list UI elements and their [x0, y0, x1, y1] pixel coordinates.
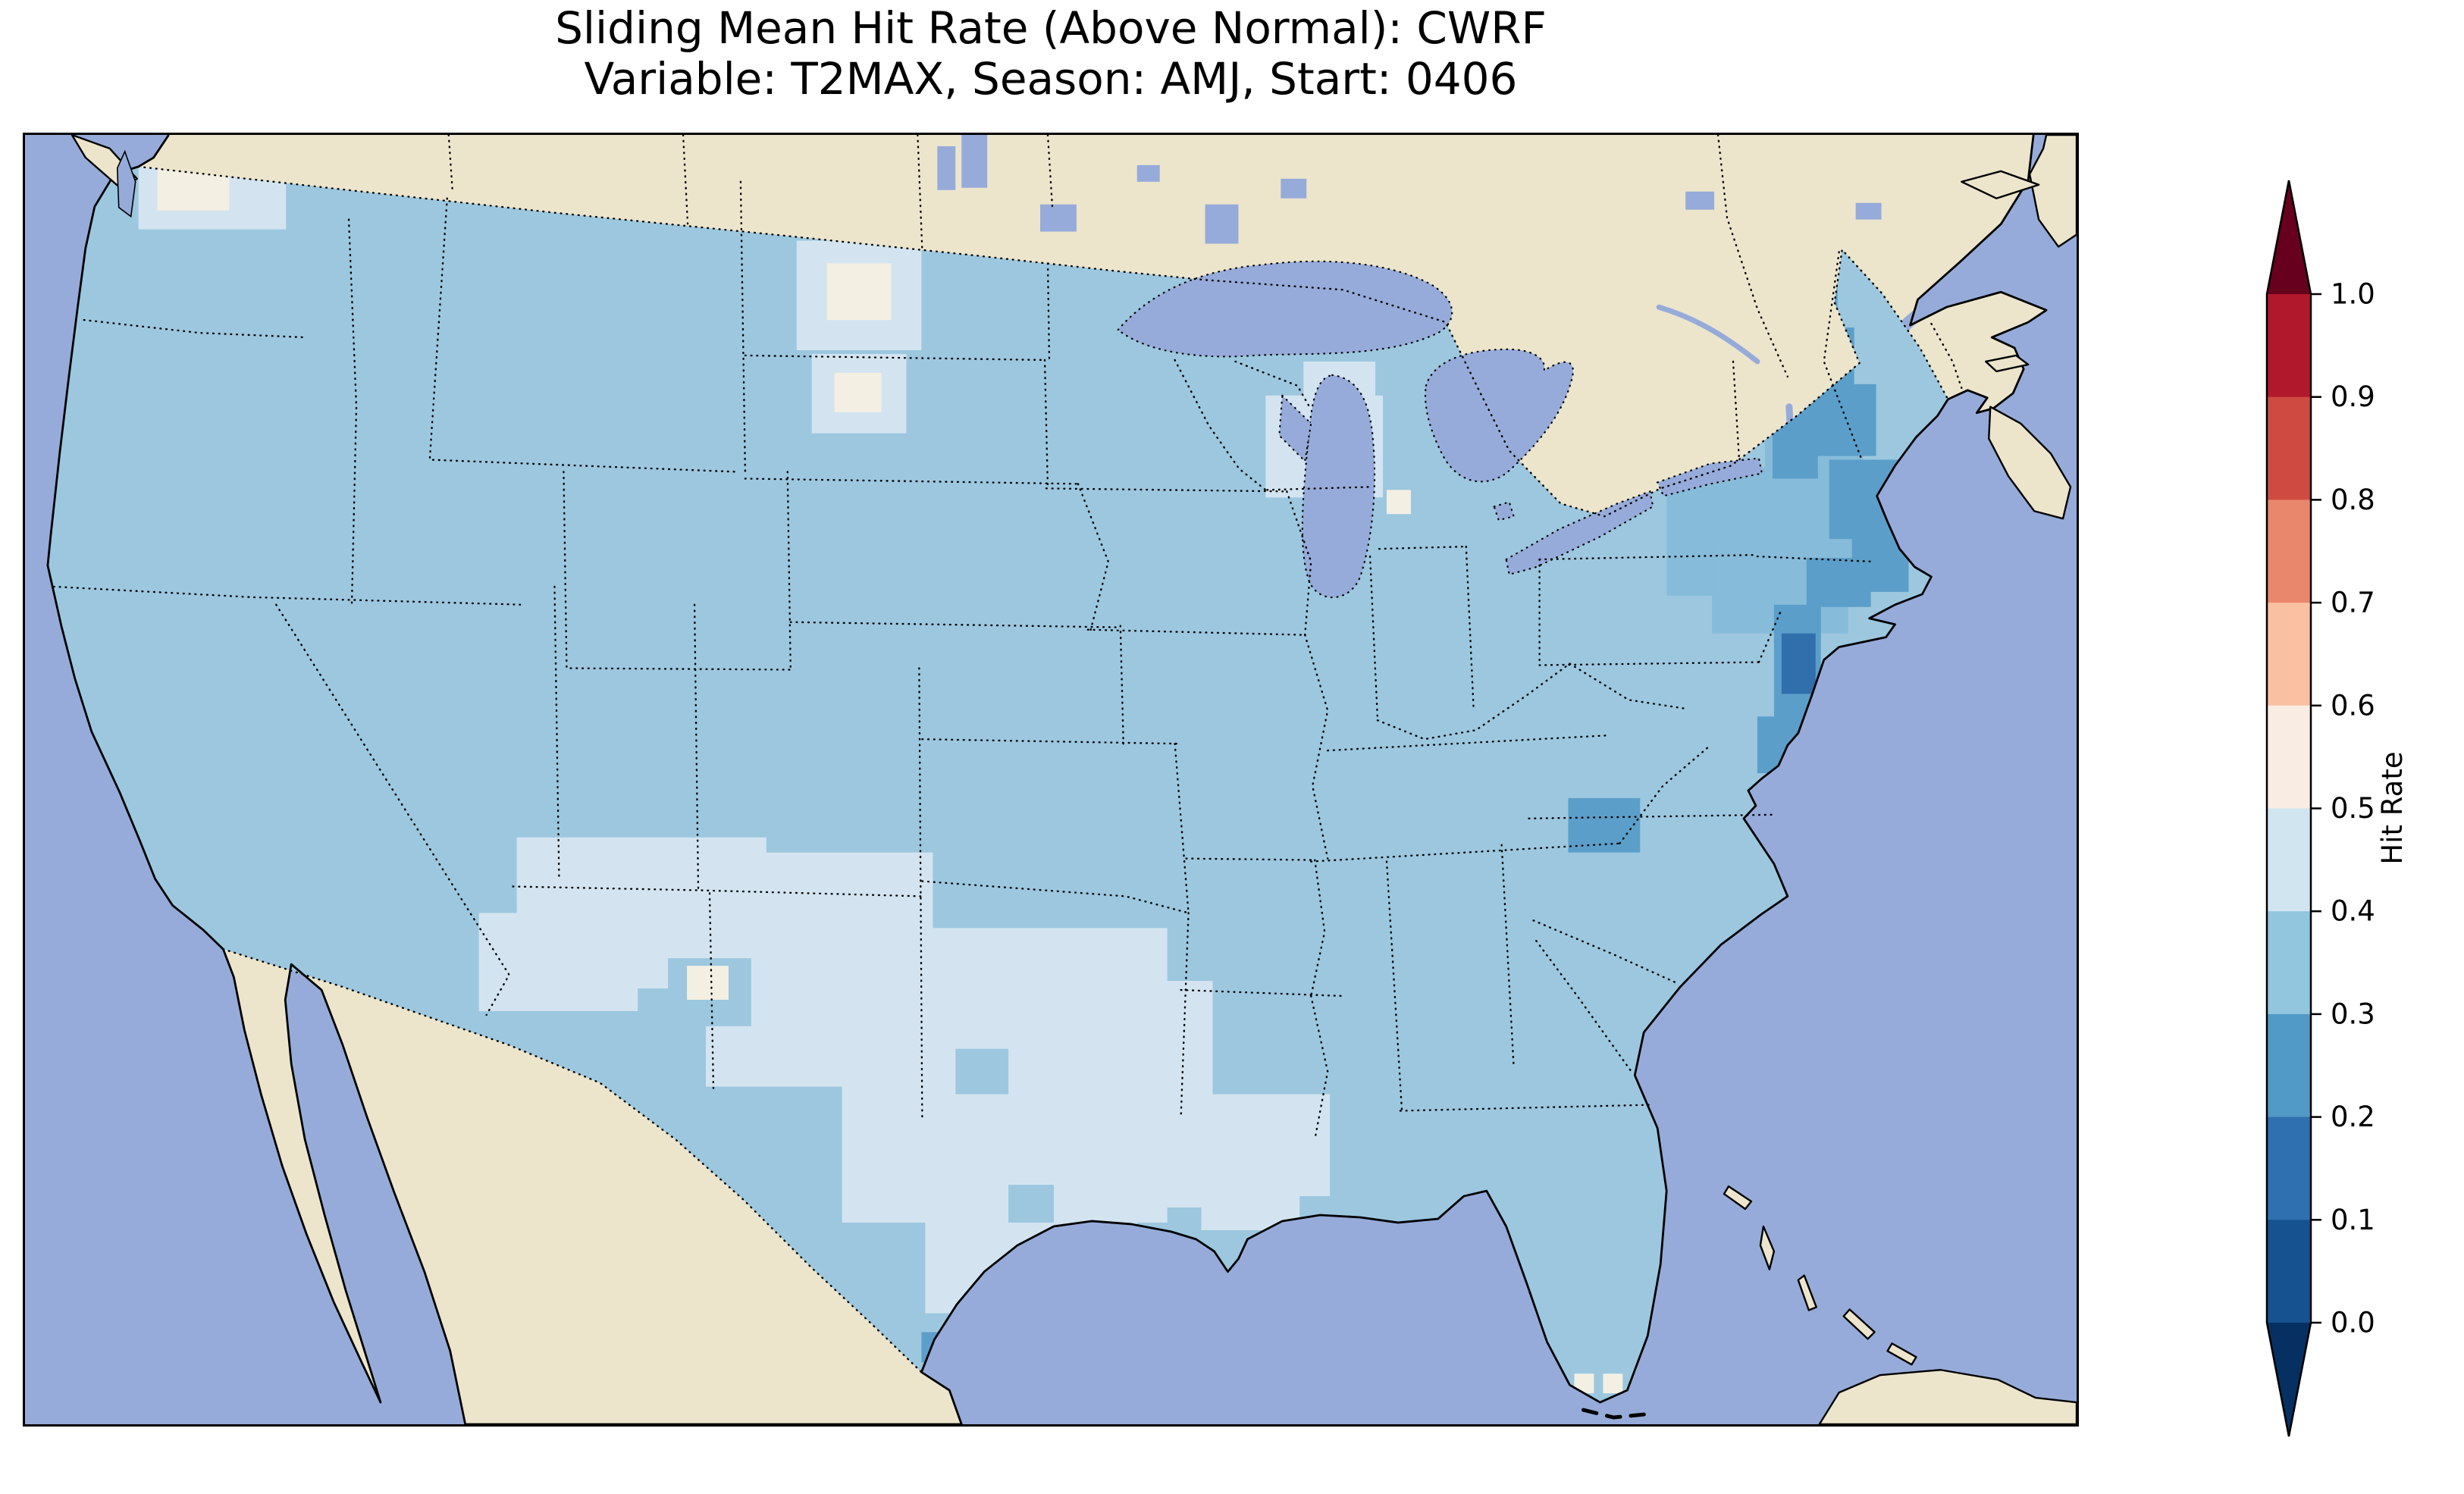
- prince-edward-island: [1985, 354, 2030, 373]
- cuba: [1818, 1369, 2077, 1424]
- colorbar-segment: [2267, 500, 2311, 603]
- anticosti-island: [1961, 170, 2040, 199]
- colorbar-tick-label: 0.0: [2331, 1307, 2375, 1339]
- us-hit-rate-map: [25, 135, 2077, 1424]
- lake-michigan: [1301, 374, 1376, 599]
- green-bay: [1278, 393, 1312, 463]
- colorbar-segment: [2267, 911, 2311, 1015]
- colorbar-tick-label: 0.9: [2331, 381, 2375, 413]
- lake-ontario: [1656, 457, 1763, 497]
- mexico-border: [222, 948, 923, 1373]
- colorbar-segment: [2267, 294, 2311, 398]
- state-borders: [52, 180, 1876, 1141]
- colorbar-svg: 1.0 0.9 0.8 0.7 0.6 0.5 0.4 0.3 0.2 0.1 …: [2265, 180, 2409, 1437]
- colorbar-segment: [2267, 396, 2311, 500]
- lake-erie: [1505, 490, 1654, 576]
- colorbar-tick-label: 0.1: [2331, 1204, 2375, 1236]
- lake-huron: [1425, 348, 1574, 483]
- colorbar-segment: [2267, 1013, 2311, 1118]
- figure-title-line2: Variable: T2MAX, Season: AMJ, Start: 040…: [584, 53, 1518, 105]
- newfoundland: [2028, 135, 2077, 248]
- colorbar-over-triangle: [2267, 180, 2311, 294]
- figure-title: Sliding Mean Hit Rate (Above Normal): CW…: [23, 2, 2079, 105]
- colorbar-tick-label: 0.3: [2331, 998, 2375, 1030]
- colorbar-tick-label: 0.2: [2331, 1101, 2375, 1133]
- lake-superior: [1117, 260, 1453, 358]
- province-borders: [447, 135, 1963, 390]
- colorbar-axis-label: Hit Rate: [2376, 751, 2409, 864]
- lake-st-clair: [1493, 500, 1516, 521]
- florida-keys: [1581, 1408, 1646, 1420]
- colorbar-segment: [2267, 603, 2311, 706]
- colorbar-segment: [2267, 1117, 2311, 1220]
- colorbar-tick-label: 0.8: [2331, 484, 2375, 516]
- ottawa-river: [1656, 304, 1760, 365]
- colorbar-tick-labels: 1.0 0.9 0.8 0.7 0.6 0.5 0.4 0.3 0.2 0.1 …: [2331, 278, 2375, 1339]
- national-borders: [137, 135, 1963, 1373]
- colorbar-under-triangle: [2267, 1323, 2311, 1436]
- hit-rate-cells-0.5-0.6: [157, 168, 1623, 1394]
- bahamas-island-2: [1797, 1274, 1817, 1311]
- colorbar-segment: [2267, 705, 2311, 809]
- colorbar-tick-label: 0.4: [2331, 895, 2375, 928]
- bahamas-andros: [1759, 1225, 1776, 1270]
- colorbar-tick-label: 1.0: [2331, 278, 2375, 311]
- coastline: [46, 135, 2048, 1424]
- figure-title-line1: Sliding Mean Hit Rate (Above Normal): CW…: [555, 2, 1547, 54]
- great-lakes: [1117, 260, 1763, 599]
- islands: [71, 135, 2077, 1424]
- colorbar-segments: [2267, 294, 2311, 1323]
- puget-sound: [116, 149, 136, 218]
- colorbar-segment: [2267, 808, 2311, 912]
- bahamas-island-3: [1842, 1308, 1876, 1340]
- colorbar-ticks: [2311, 293, 2321, 1324]
- map-panel: [23, 133, 2079, 1427]
- colorbar: 1.0 0.9 0.8 0.7 0.6 0.5 0.4 0.3 0.2 0.1 …: [2237, 106, 2464, 1455]
- colorbar-tick-label: 0.6: [2331, 689, 2375, 722]
- canada-lakes: [937, 135, 1882, 244]
- canada-border: [137, 165, 1949, 518]
- bahamas-island-5: [1723, 1185, 1753, 1211]
- colorbar-tick-label: 0.5: [2331, 792, 2375, 825]
- nova-scotia: [1988, 406, 2072, 520]
- colorbar-tick-label: 0.7: [2331, 587, 2375, 619]
- colorbar-segment: [2267, 1220, 2311, 1323]
- bahamas-island-4: [1886, 1342, 1917, 1366]
